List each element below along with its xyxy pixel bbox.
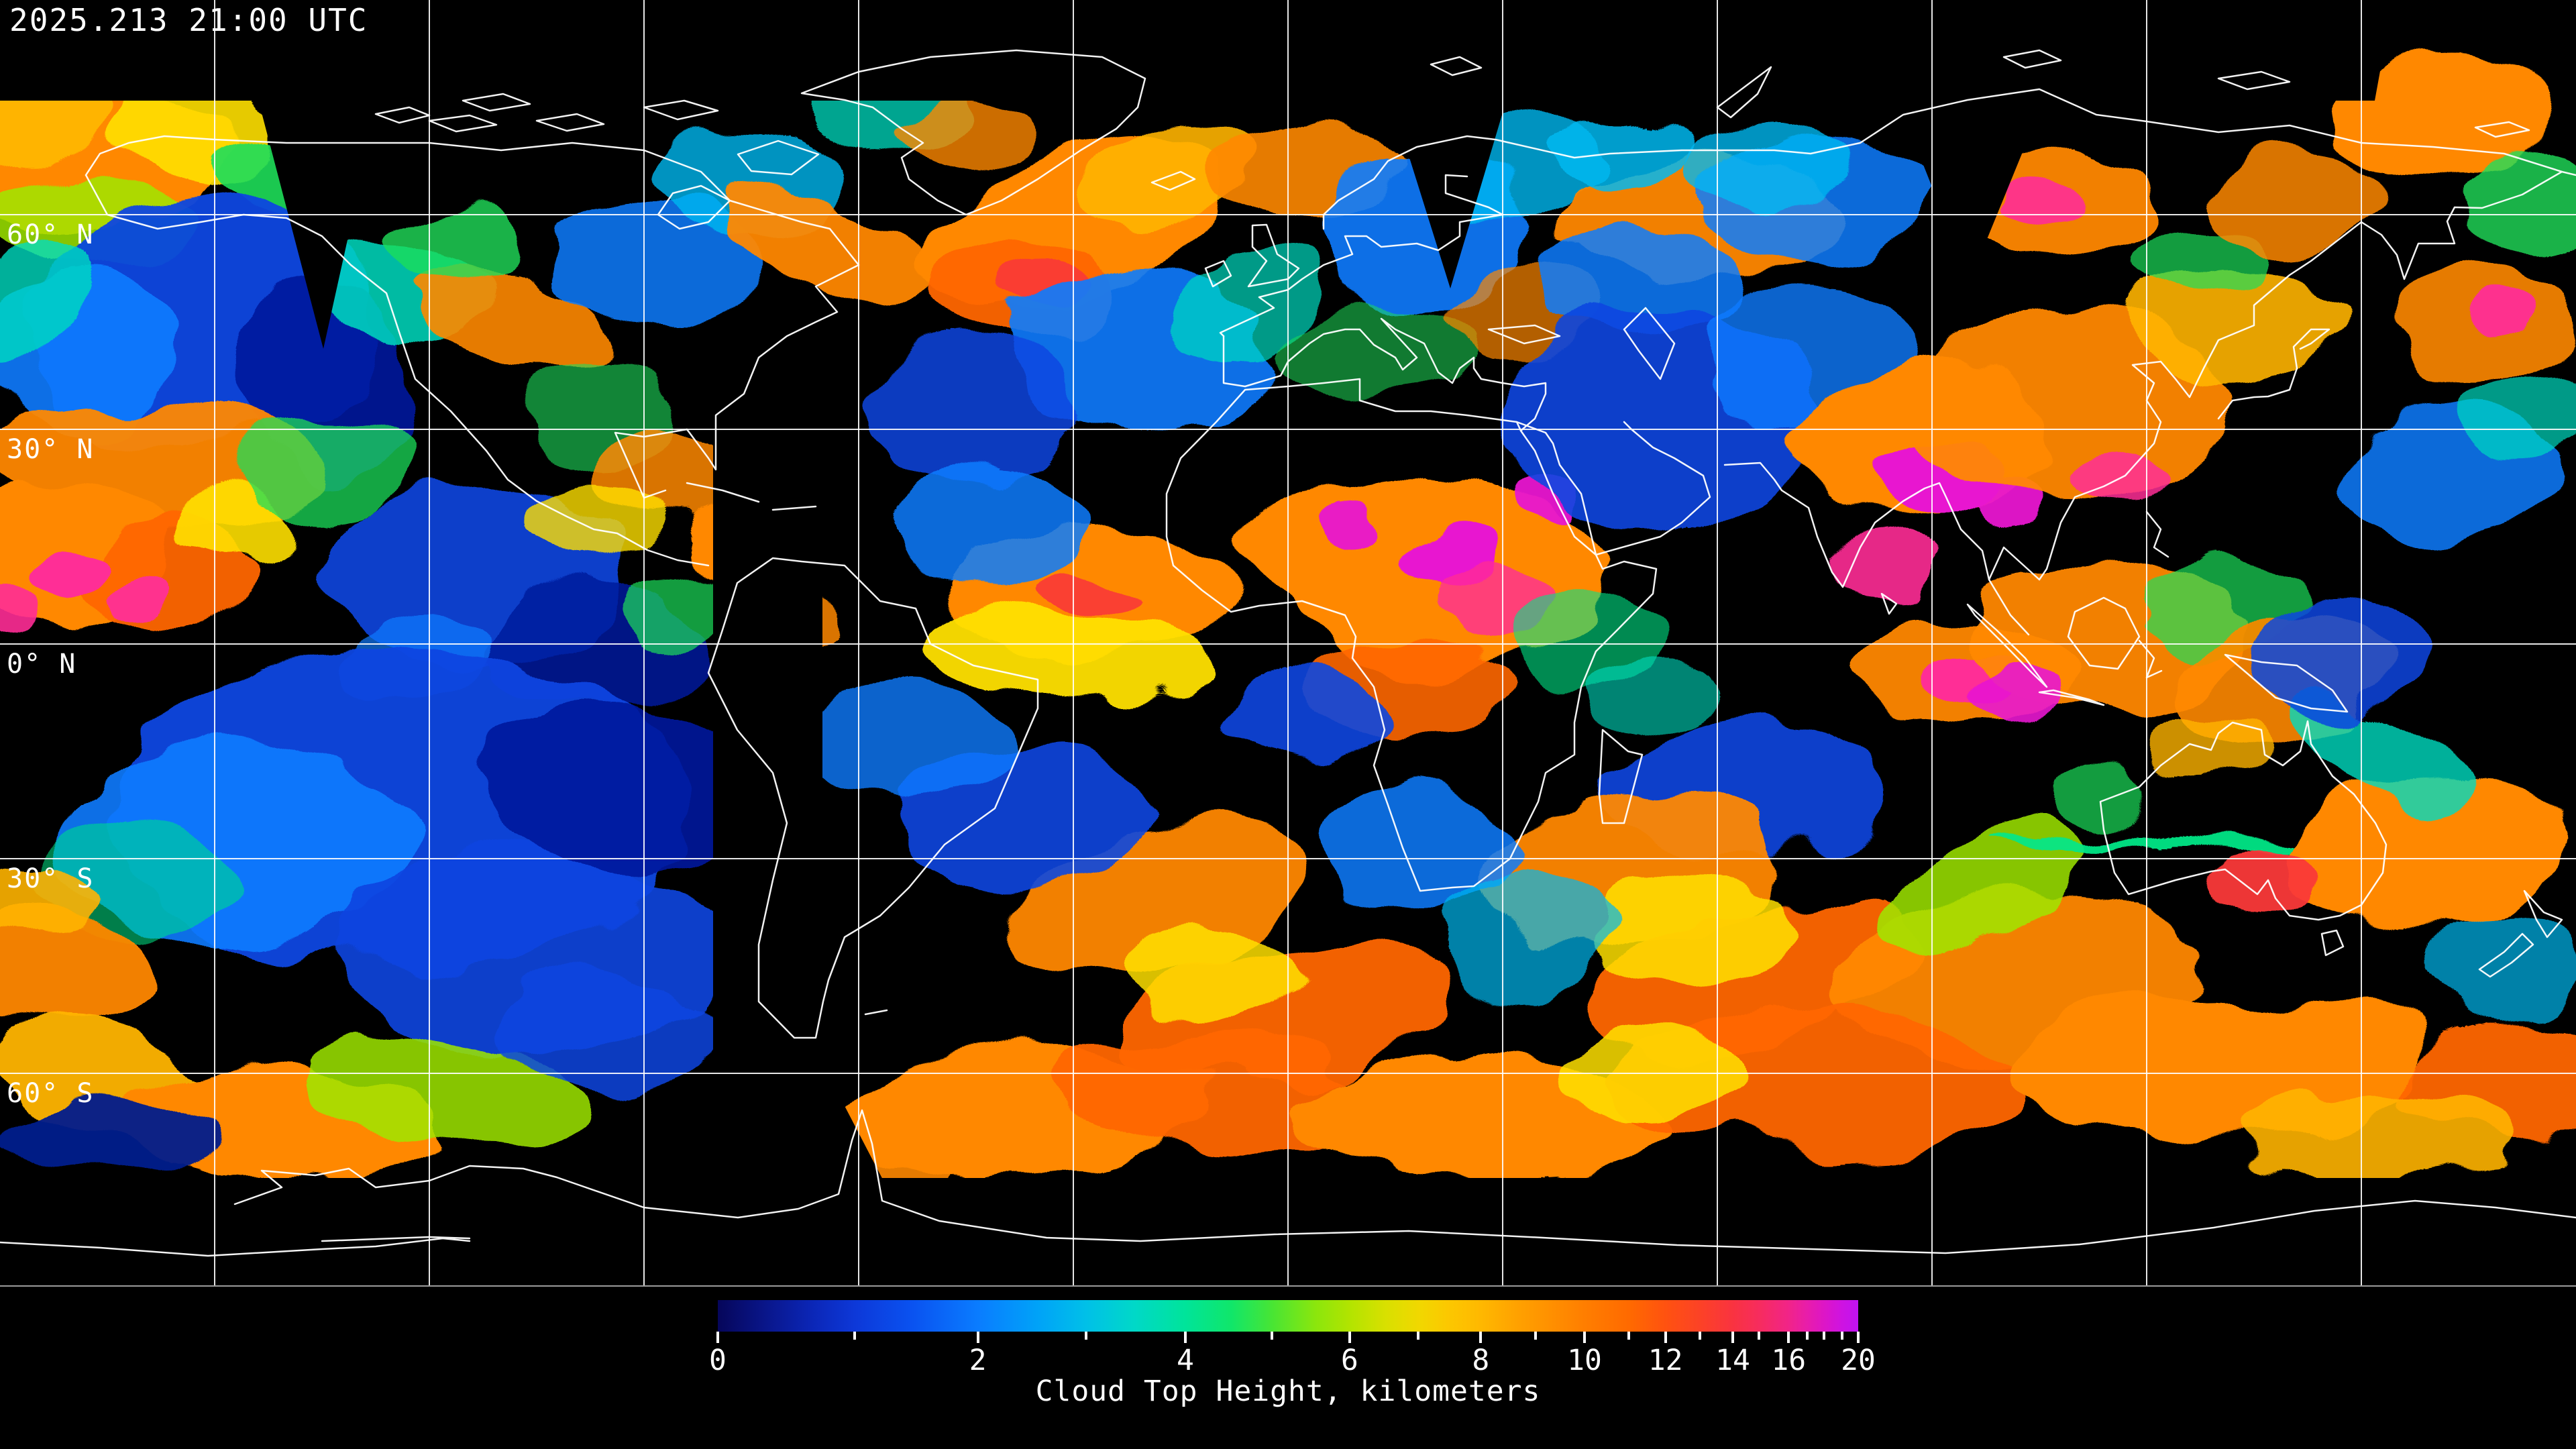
colorbar-tick-label: 16: [1771, 1344, 1807, 1377]
colorbar-tick: [1348, 1332, 1351, 1343]
data-gap-seam-2: [1395, 113, 1503, 288]
cloud-blob: [248, 423, 396, 517]
colorbar-tick: [1479, 1332, 1483, 1343]
cloud-blob: [1597, 657, 1717, 738]
colorbar-tick: [1627, 1332, 1631, 1340]
cloud-blob: [37, 537, 111, 590]
cloud-blob: [0, 584, 54, 637]
timestamp: 2025.213 21:00 UTC: [9, 2, 368, 38]
cloud-blob: [1043, 569, 1144, 612]
cloud-blob: [1317, 503, 1373, 550]
colorbar-tick-label: 20: [1841, 1344, 1876, 1377]
colorbar-tick: [1534, 1332, 1537, 1340]
cloud-blob: [2321, 50, 2563, 178]
colorbar-tick-label: 8: [1472, 1344, 1490, 1377]
cloud-blob: [2469, 376, 2576, 456]
colorbar-tick: [1841, 1332, 1844, 1340]
cloud-blob: [1221, 671, 1395, 765]
latitude-label: 0° N: [7, 649, 77, 680]
colorbar-tick-label: 12: [1648, 1344, 1683, 1377]
cloud-blob: [523, 486, 657, 560]
colorbar: 0 2 4 6 8 10 12 14 16 20: [709, 1300, 1876, 1434]
cloud-blob: [1181, 262, 1315, 342]
cloud-blob: [1891, 816, 2080, 955]
latitude-label: 60° S: [7, 1078, 95, 1109]
cloud-blob: [490, 966, 718, 1087]
colorbar-tick-label: 2: [969, 1344, 987, 1377]
colorbar-tick: [1758, 1332, 1761, 1340]
cloud-blob: [1114, 912, 1315, 1020]
colorbar-tick-label: 4: [1177, 1344, 1194, 1377]
colorbar-tick-label: 14: [1715, 1344, 1750, 1377]
colorbar-tick-label: 10: [1567, 1344, 1602, 1377]
cloud-blob: [2462, 288, 2536, 342]
colorbar-tick-label: 0: [709, 1344, 727, 1377]
world-cloud-map: [0, 0, 2576, 1288]
colorbar-tick: [1664, 1332, 1667, 1343]
colorbar-tick: [1823, 1332, 1825, 1340]
cloud-blob: [2428, 919, 2576, 1026]
colorbar-tick: [1731, 1332, 1734, 1343]
colorbar-tick: [1271, 1332, 1274, 1340]
colorbar-gradient: [718, 1300, 1858, 1332]
colorbar-title: Cloud Top Height, kilometers: [1035, 1375, 1541, 1408]
cloud-blob: [181, 493, 302, 567]
colorbar-tick: [1857, 1332, 1860, 1343]
colorbar-tick: [1583, 1332, 1586, 1343]
cloud-blob: [0, 865, 101, 946]
data-gap-south-america-band: [557, 372, 939, 1288]
data-gap-seam-3: [1909, 127, 2033, 282]
cloud-blob: [812, 678, 1013, 798]
cloud-blob: [543, 205, 771, 319]
cloud-blob: [1429, 885, 1603, 993]
cloud-blob: [0, 80, 114, 161]
data-gap-seam-1: [262, 113, 376, 349]
colorbar-tick: [853, 1332, 856, 1340]
latitude-label: 60° N: [7, 219, 95, 250]
cloud-blob: [1322, 782, 1523, 909]
cloud-blob: [1962, 664, 2063, 731]
cloud-blob: [1590, 875, 1791, 989]
cloud-blob: [627, 570, 741, 637]
colorbar-tick: [1085, 1332, 1088, 1340]
colorbar-tick: [1805, 1332, 1809, 1340]
latitude-label: 30° N: [7, 434, 95, 465]
cloud-blob: [872, 349, 1087, 483]
cloud-blob: [2147, 704, 2267, 771]
cloud-blob: [2300, 693, 2476, 810]
colorbar-tick: [1787, 1332, 1790, 1343]
cloud-blob: [2066, 443, 2174, 510]
cloud-blob: [726, 175, 938, 308]
coastlines: [0, 49, 2576, 1257]
cloud-blob: [2059, 761, 2153, 822]
cloud-blob: [111, 576, 171, 619]
cloud-blob: [906, 470, 1080, 590]
cloud-blob: [415, 262, 619, 368]
cloud-blob: [2012, 174, 2080, 221]
cloud-blob: [2214, 154, 2388, 248]
cloud-blob: [1684, 131, 1845, 205]
cloud-blob: [0, 235, 80, 356]
cloud-blob: [1831, 540, 1925, 600]
colorbar-tick: [1698, 1332, 1701, 1340]
cloud-blob: [2217, 845, 2331, 919]
cloud-blob: [0, 1093, 208, 1174]
latitude-label: 30° S: [7, 863, 95, 894]
colorbar-tick: [716, 1332, 719, 1343]
colorbar-tick: [1416, 1332, 1419, 1340]
cloud-blob: [2247, 604, 2422, 711]
graticule: [0, 0, 2576, 1286]
cloud-blob: [2241, 1087, 2522, 1181]
colorbar-tick: [1184, 1332, 1187, 1343]
colorbar-tick: [976, 1332, 979, 1343]
colorbar-tick-label: 6: [1340, 1344, 1358, 1377]
cloud-blob: [892, 97, 1026, 171]
cloud-blob: [483, 711, 751, 872]
cloud-blob: [382, 208, 503, 275]
cloud-blob: [1570, 1026, 1744, 1107]
